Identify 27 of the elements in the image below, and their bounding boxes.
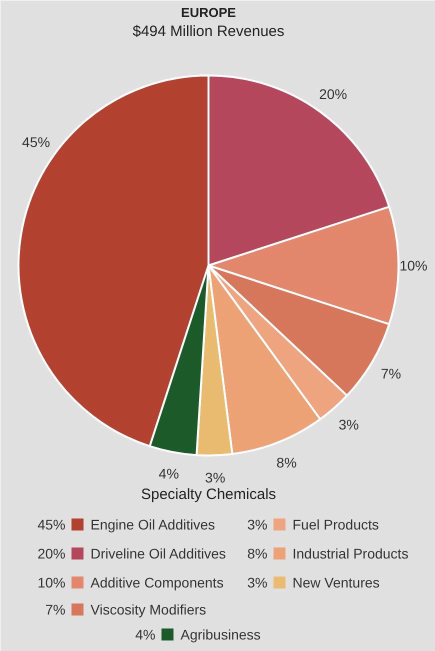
data-label: 3% bbox=[205, 469, 226, 486]
legend-label: New Ventures bbox=[292, 574, 380, 590]
legend-label: Engine Oil Additives bbox=[90, 516, 216, 532]
legend-label: Fuel Products bbox=[292, 516, 379, 532]
legend-label: Viscosity Modifiers bbox=[90, 602, 206, 618]
text: 20% bbox=[37, 546, 66, 562]
data-label: 8% bbox=[276, 454, 297, 471]
data-label: 45% bbox=[22, 134, 50, 150]
data-label: 7% bbox=[380, 365, 402, 382]
legend-label: Industrial Products bbox=[292, 546, 408, 562]
legend-label: Driveline Oil Additives bbox=[90, 546, 226, 562]
chart-title: EUROPE bbox=[181, 5, 236, 20]
text: 8% bbox=[247, 546, 268, 562]
legend-label: Agribusiness bbox=[180, 626, 261, 642]
chart-subtitle: $494 Million Revenues bbox=[132, 23, 284, 40]
data-label: 20% bbox=[319, 86, 348, 102]
text: 45% bbox=[37, 516, 66, 532]
text: 3% bbox=[247, 516, 268, 532]
legend-title: Specialty Chemicals bbox=[140, 486, 276, 503]
legend-label: Additive Components bbox=[90, 574, 224, 590]
data-label: 3% bbox=[338, 416, 359, 433]
text: 4% bbox=[135, 626, 156, 642]
data-label: 10% bbox=[399, 258, 428, 274]
text: 10% bbox=[37, 574, 66, 590]
data-label: 4% bbox=[158, 466, 179, 482]
text: 3% bbox=[247, 574, 268, 590]
text: 7% bbox=[45, 602, 66, 618]
